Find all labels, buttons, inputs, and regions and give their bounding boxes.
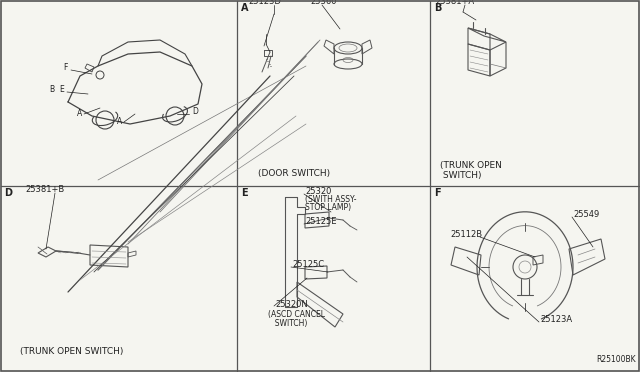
Text: F: F: [434, 188, 440, 198]
Text: D: D: [192, 107, 198, 116]
Text: STOP LAMP): STOP LAMP): [305, 203, 351, 212]
Text: 25112B: 25112B: [450, 230, 482, 239]
Text: E: E: [60, 85, 65, 94]
Text: (TRUNK OPEN SWITCH): (TRUNK OPEN SWITCH): [20, 347, 124, 356]
Text: B: B: [49, 85, 54, 94]
Text: SWITCH): SWITCH): [440, 171, 481, 180]
Text: (DOOR SWITCH): (DOOR SWITCH): [258, 169, 330, 178]
Text: 25381+A: 25381+A: [435, 0, 474, 6]
Text: A: A: [117, 117, 123, 126]
Text: 25381+B: 25381+B: [25, 185, 64, 194]
Text: 25320N: 25320N: [275, 300, 308, 309]
Text: B: B: [434, 3, 442, 13]
Text: 25125E: 25125E: [305, 217, 337, 226]
Text: 25549: 25549: [573, 210, 599, 219]
Text: 25320: 25320: [305, 187, 332, 196]
Text: (TRUNK OPEN: (TRUNK OPEN: [440, 161, 502, 170]
Text: A: A: [77, 109, 83, 118]
Text: SWITCH): SWITCH): [270, 319, 307, 328]
Text: E: E: [241, 188, 248, 198]
Text: D: D: [4, 188, 12, 198]
Text: 25123A: 25123A: [540, 315, 572, 324]
Text: R25100BK: R25100BK: [596, 355, 636, 364]
Text: (ASCD CANCEL: (ASCD CANCEL: [268, 310, 325, 319]
Text: 25125C: 25125C: [292, 260, 324, 269]
Text: 25360: 25360: [310, 0, 337, 6]
Text: F: F: [63, 63, 67, 72]
Text: (SWITH ASSY-: (SWITH ASSY-: [305, 195, 356, 204]
Text: 25123D: 25123D: [248, 0, 281, 6]
Text: A: A: [241, 3, 248, 13]
